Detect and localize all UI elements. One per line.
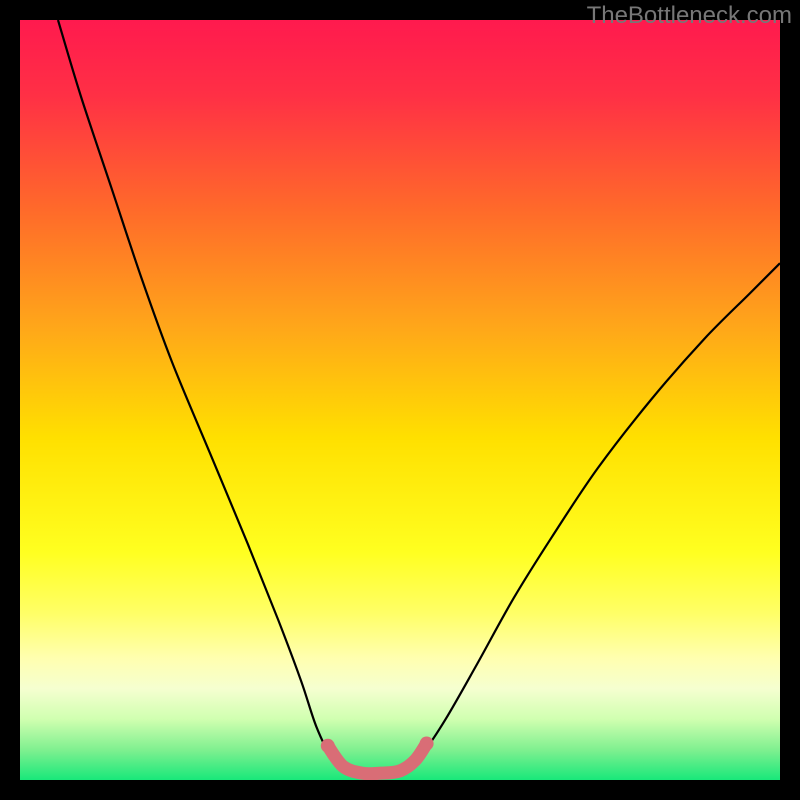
curve-layer [20, 20, 780, 780]
bottleneck-curve [58, 20, 780, 774]
highlight-dot [420, 737, 434, 751]
highlight-dot [321, 739, 335, 753]
plot-area [20, 20, 780, 780]
chart-stage: TheBottleneck.com [0, 0, 800, 800]
watermark-text: TheBottleneck.com [587, 2, 792, 30]
highlight-segment [328, 744, 427, 774]
